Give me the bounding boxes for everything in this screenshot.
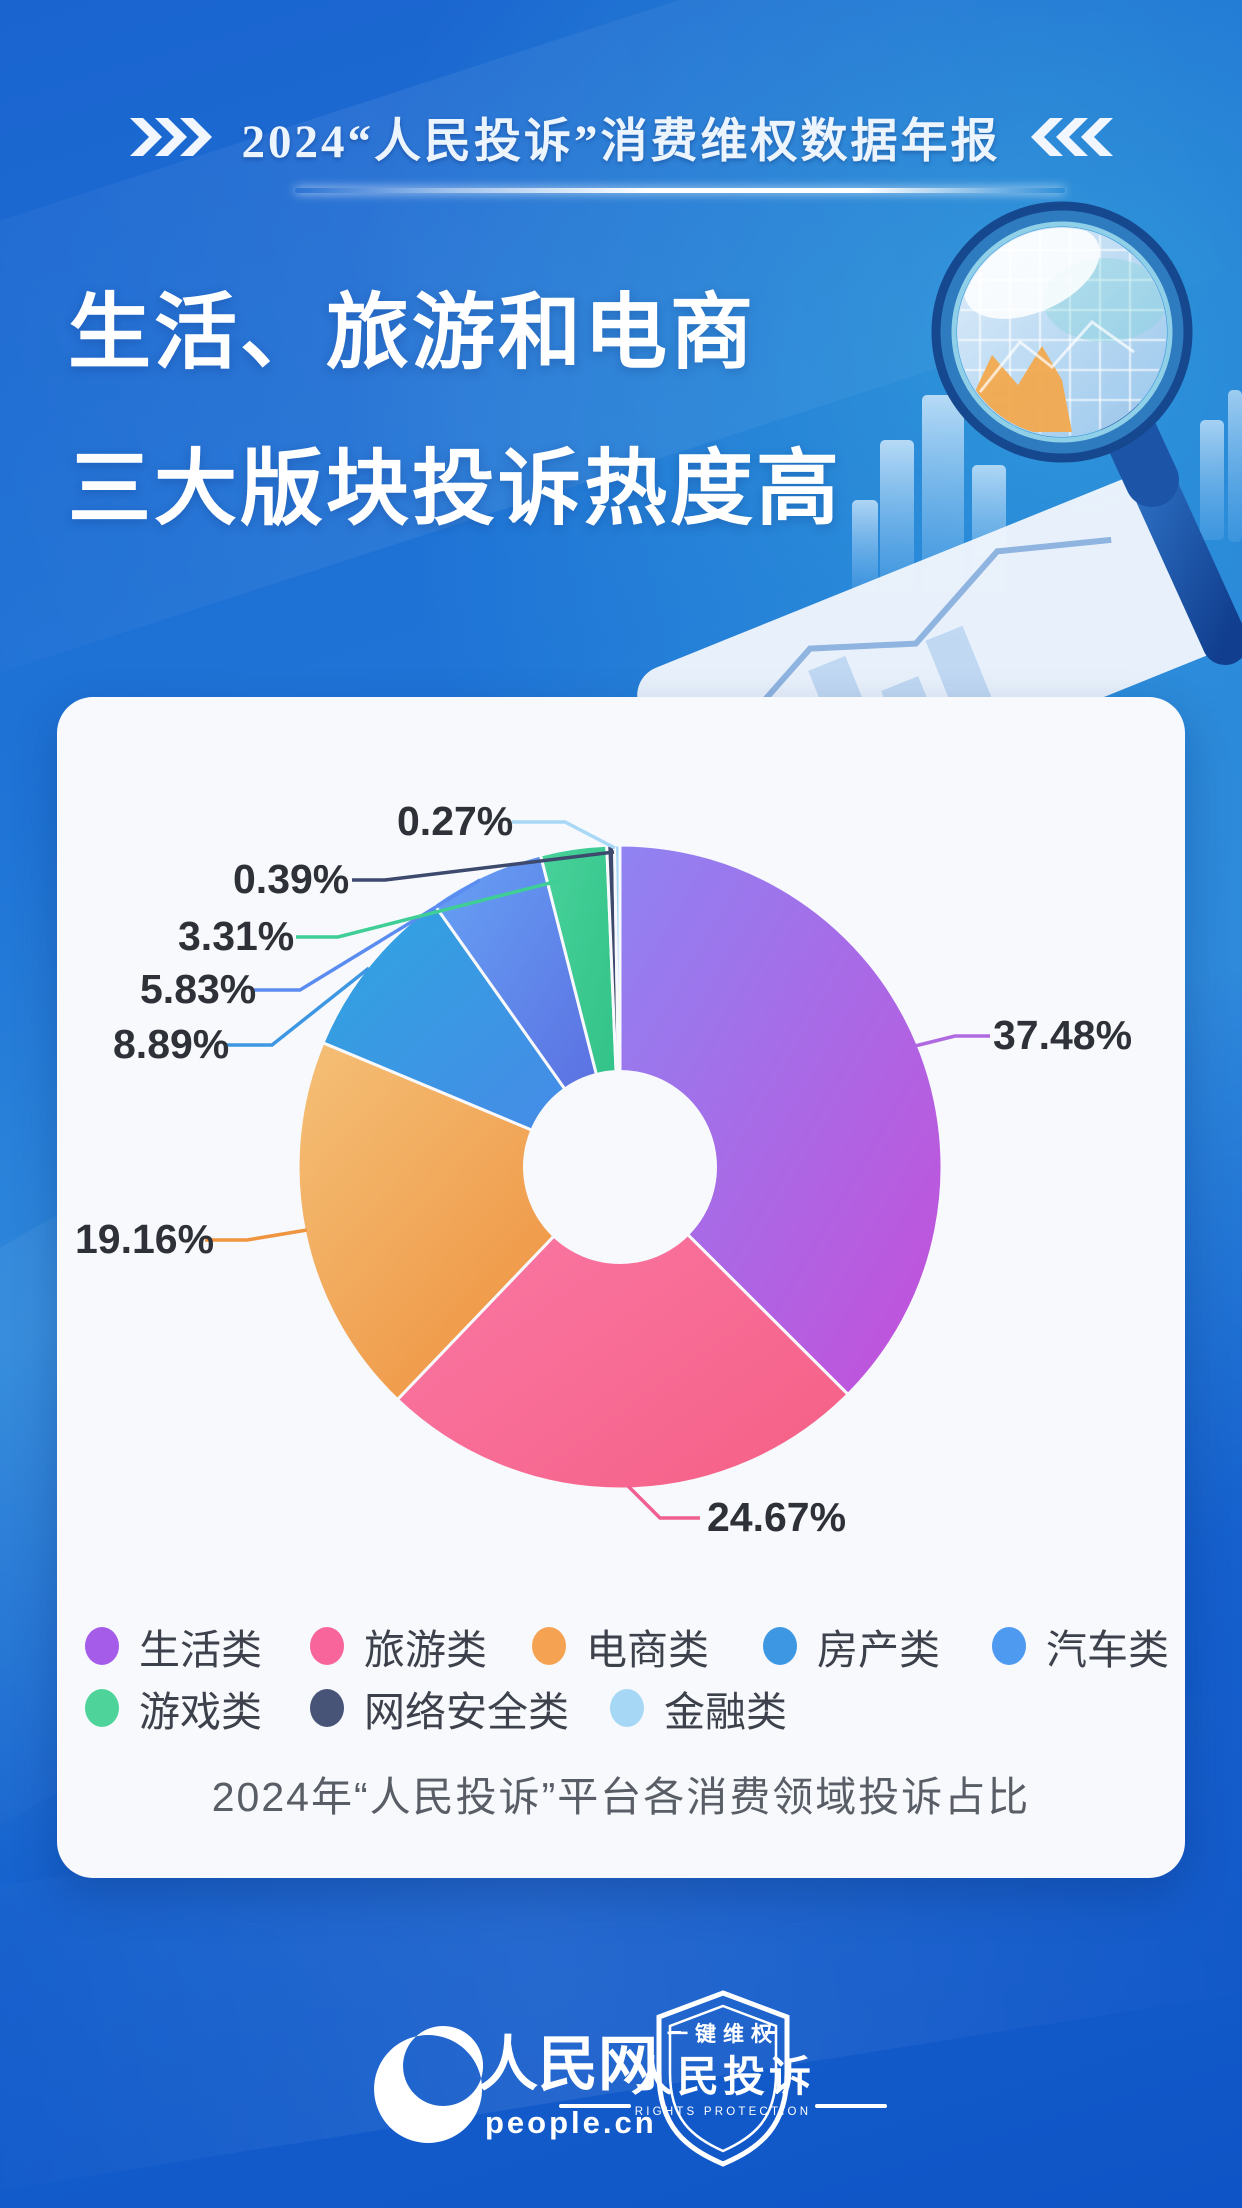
legend-item-travel: 旅游类 (310, 1622, 487, 1673)
legend-label-finance: 金融类 (664, 1689, 787, 1735)
value-label-travel: 24.67% (707, 1494, 847, 1540)
header-divider (295, 188, 1065, 193)
badge-tick-right (765, 2031, 777, 2034)
chevrons-right-icon (129, 117, 212, 156)
legend-dot-finance (610, 1689, 644, 1727)
peoples-daily-crescent-icon (374, 2026, 484, 2143)
value-label-ecommerce: 19.16% (75, 1216, 215, 1262)
leader-line-travel (626, 1484, 700, 1520)
report-title: 2024“人民投诉”消费维权数据年报 (241, 116, 1001, 168)
value-label-auto: 5.83% (140, 966, 257, 1012)
magnifier-rim-outer (931, 201, 1193, 463)
leader-line-ecommerce (205, 1228, 308, 1242)
legend-dot-ecommerce (532, 1627, 566, 1665)
slice-旅游类 (395, 1164, 851, 1491)
legend-item-finance: 金融类 (610, 1684, 787, 1735)
leader-line-property (226, 966, 371, 1047)
donut-hole (523, 1070, 717, 1264)
peoples-daily-domain: people.cn (485, 2105, 657, 2140)
legend-dot-netsec (310, 1689, 344, 1727)
hero-title-line2: 三大版块投诉热度高 (68, 442, 842, 536)
hero-title: 生活、旅游和电商 三大版块投诉热度高 (68, 286, 842, 536)
badge-line-left (559, 2104, 631, 2108)
badge-line-right (815, 2104, 887, 2108)
badge-tick-left (669, 2031, 681, 2034)
badge-main-text: 人民投诉 (631, 2053, 815, 2100)
leader-line-life (914, 1034, 990, 1048)
legend-label-game: 游戏类 (139, 1689, 262, 1735)
leader-line-netsec (352, 850, 615, 882)
value-label-property: 8.89% (113, 1021, 230, 1067)
value-label-game: 3.31% (178, 913, 295, 959)
magnifier-rim-inner (951, 221, 1173, 443)
legend-label-ecommerce: 电商类 (586, 1627, 709, 1673)
value-label-life: 37.48% (993, 1012, 1133, 1058)
legend-label-travel: 旅游类 (364, 1627, 487, 1673)
value-label-finance: 0.27% (397, 798, 514, 844)
leader-line-game (296, 878, 563, 939)
legend-label-netsec: 网络安全类 (364, 1689, 569, 1735)
legend-item-ecommerce: 电商类 (532, 1622, 709, 1673)
badge-sub-text: RIGHTS PROTECTION (635, 2106, 811, 2118)
legend-item-property: 房产类 (763, 1622, 940, 1673)
value-label-netsec: 0.39% (233, 856, 350, 902)
legend-item-auto: 汽车类 (992, 1622, 1169, 1673)
legend-label-life: 生活类 (139, 1627, 262, 1673)
magnifier-rim (937, 207, 1187, 457)
legend-item-netsec: 网络安全类 (310, 1684, 569, 1735)
badge-top-text: 一键维权 (667, 2022, 779, 2046)
glass-bars-icon (852, 390, 1242, 593)
chart-caption: 2024年“人民投诉”平台各消费领域投诉占比 (211, 1774, 1031, 1820)
legend-dot-game (85, 1689, 119, 1727)
donut-slices (296, 843, 944, 1491)
legend-label-property: 房产类 (817, 1627, 940, 1673)
legend-dot-life (85, 1627, 119, 1665)
chart-card: 37.48% 24.67% 19.16% 8.89% 5.83% 3.31% 0… (57, 697, 1185, 1878)
legend-item-game: 游戏类 (85, 1684, 262, 1735)
hero-title-line1: 生活、旅游和电商 (68, 286, 756, 379)
slice-房产类 (321, 902, 625, 1171)
peoples-daily-logo-text: 人民网 (478, 2032, 658, 2098)
header-banner: 2024“人民投诉”消费维权数据年报 (0, 102, 1242, 171)
legend-item-life: 生活类 (85, 1622, 262, 1673)
legend-label-auto: 汽车类 (1046, 1627, 1169, 1673)
footer-logos: 人民网 people.cn 一键维权 人民投诉 RIGHTS PROTECTIO… (374, 1990, 887, 2167)
slice-电商类 (296, 1040, 623, 1402)
legend-dot-property (763, 1627, 797, 1665)
chevrons-left-icon (1030, 117, 1113, 156)
legend-dot-travel (310, 1627, 344, 1665)
donut-chart (205, 820, 990, 1520)
rights-badge-shield-icon (656, 1990, 790, 2167)
leader-line-finance (512, 820, 616, 850)
legend-dot-auto (992, 1627, 1026, 1665)
